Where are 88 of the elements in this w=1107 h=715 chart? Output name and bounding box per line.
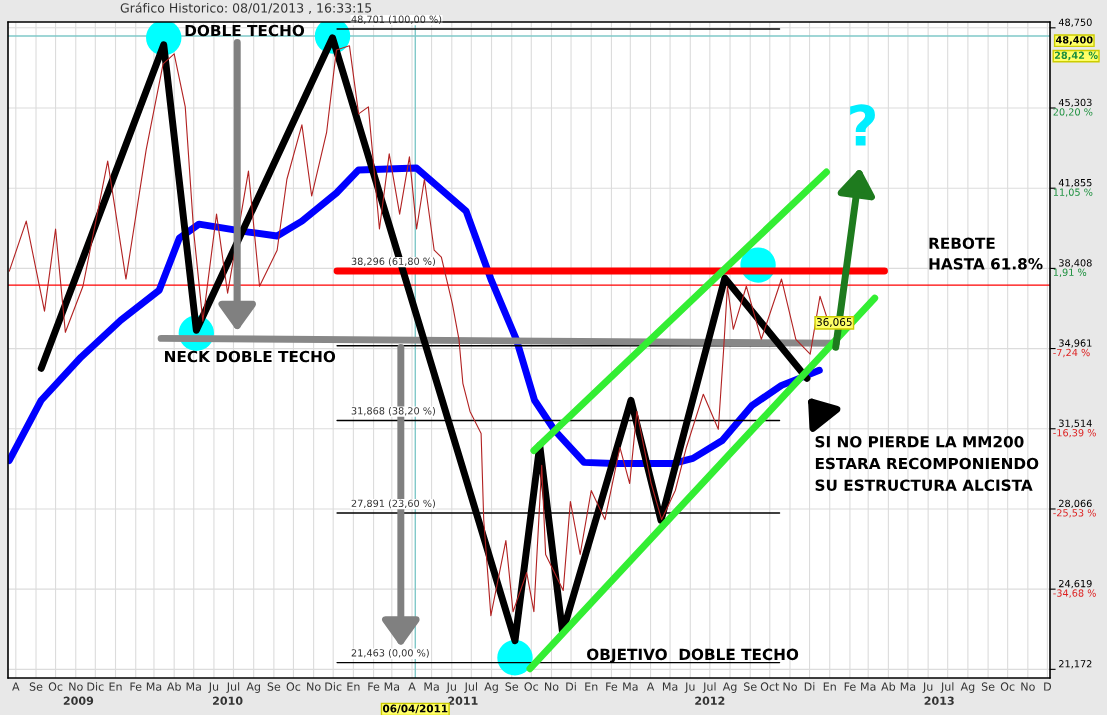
x-tick-label: Jul: [940, 682, 954, 693]
x2-tick-label: 2010: [213, 696, 243, 705]
y2-tick-label: -34,68 %: [1053, 589, 1096, 598]
x-tick-label: Ma: [900, 682, 916, 691]
x-tick-label: En: [347, 682, 360, 691]
x-tick-label: No: [307, 682, 321, 691]
chart-title: Gráfico Historico: 08/01/2013 , 16:33:15: [120, 2, 372, 14]
x-tick-label: Jul: [464, 682, 477, 693]
annotation: ?: [850, 104, 875, 146]
y2-tick-label: -25,53 %: [1053, 509, 1096, 518]
y-tick-label: 45,303: [1058, 98, 1092, 108]
x-tick-label: D: [1044, 682, 1052, 691]
annotation: DOBLE TECHO: [185, 24, 305, 37]
x-tick-label: En: [823, 682, 836, 691]
x-tick-label: Di: [566, 682, 576, 691]
x-tick-label: En: [109, 682, 122, 691]
x-tick-label: Ma: [424, 682, 439, 691]
x-tick-label: Jul: [226, 682, 240, 693]
x-tick-label: Oct: [760, 682, 780, 691]
text: 28,42 %: [1054, 51, 1098, 61]
y2-tick-label: -7,24 %: [1053, 348, 1090, 358]
x-tick-label: Se: [744, 682, 757, 691]
x-tick-label: Oc: [524, 682, 539, 691]
x-tick-label: Ab: [881, 682, 896, 691]
x-tick-label: Oc: [48, 682, 63, 691]
x-tick-label: Ag: [484, 682, 498, 693]
x-tick-label: Ag: [246, 682, 260, 693]
x-tick-label: Ma: [623, 682, 638, 691]
x-tick-label: A: [646, 682, 655, 691]
x-tick-label: Se: [505, 682, 519, 691]
x-tick-label: Dic: [325, 682, 342, 691]
annotation: SI NO PIERDE LA MM200 ESTARA RECOMPONIENDO SU ESTRUCTURA ALCISTA: [815, 435, 1039, 491]
ref-line-label: 48,400: [1055, 36, 1093, 45]
annotation: NECK DOBLE TECHO: [165, 350, 336, 363]
x-tick-label: Dic: [87, 682, 104, 691]
x-tick-label: Ma: [384, 682, 400, 691]
x-tick-label: Ab: [166, 682, 181, 691]
annotation: OBJETIVO DOBLE TECHO: [587, 648, 799, 663]
x2-tick-label: 2013: [924, 696, 954, 705]
x-tick-label: No: [545, 682, 559, 691]
annotation: REBOTE HASTA 61.8%: [929, 237, 1043, 270]
ref-line-label: 06/04/2011: [382, 704, 448, 714]
x-tick-label: Ma: [146, 682, 162, 691]
y-tick-label: 34,961: [1059, 339, 1092, 348]
y-tick-label: 28,066: [1059, 499, 1092, 509]
x-tick-label: Ju: [922, 682, 933, 693]
x-tick-label: Ag: [722, 682, 737, 693]
x-tick-label: No: [1021, 682, 1035, 691]
x-tick-label: Fe: [606, 682, 618, 691]
x-tick-label: Ag: [960, 682, 975, 693]
y-tick-label: 31,514: [1059, 419, 1092, 428]
series-label: 31,868 (38,20 %): [351, 406, 435, 416]
series-label: 38,296 (61,80 %): [351, 257, 435, 267]
y-tick-label: 38,408: [1059, 259, 1092, 268]
x-tick-label: Ju: [446, 682, 456, 693]
y-tick-label: 21,172: [1059, 660, 1092, 669]
y2-tick-label: 11,05 %: [1053, 188, 1093, 197]
x-tick-label: Ju: [684, 682, 695, 693]
x-tick-label: No: [783, 682, 797, 691]
x-tick-label: Se: [981, 682, 995, 691]
x2-tick-label: 2009: [63, 696, 94, 705]
y2-tick-label: 1,91 %: [1053, 268, 1087, 277]
x-tick-label: Di: [804, 682, 815, 691]
y2-tick-label: 20,20 %: [1053, 108, 1093, 117]
x-tick-label: Se: [267, 682, 281, 691]
x-tick-label: A: [408, 682, 416, 691]
x-tick-label: Fe: [844, 682, 856, 691]
x-tick-label: Se: [29, 682, 43, 691]
series-label: 21,463 (0,00 %): [351, 649, 429, 658]
y-tick-label: 24,619: [1059, 579, 1092, 589]
x-tick-label: A: [12, 682, 20, 691]
x-tick-label: Fe: [130, 682, 142, 691]
x-tick-label: En: [585, 682, 598, 691]
x2-tick-label: 2011: [448, 696, 478, 705]
x-tick-label: Jul: [702, 682, 716, 693]
x-tick-label: No: [69, 682, 83, 691]
series-label: 27,891 (23,60 %): [351, 499, 435, 509]
x2-tick-label: 2012: [695, 696, 725, 705]
y2-tick-label: -16,39 %: [1053, 429, 1096, 438]
y-tick-label: 41,855: [1058, 178, 1092, 188]
x-tick-label: Oc: [1000, 682, 1015, 691]
x-tick-label: Ma: [662, 682, 678, 691]
x-tick-label: Oc: [286, 682, 301, 691]
x-tick-label: Ma: [861, 682, 876, 691]
y-tick-label: 48,750: [1058, 18, 1092, 27]
x-tick-label: Ma: [186, 682, 201, 691]
x-tick-label: Ju: [208, 682, 219, 693]
x-tick-label: Fe: [368, 682, 380, 691]
